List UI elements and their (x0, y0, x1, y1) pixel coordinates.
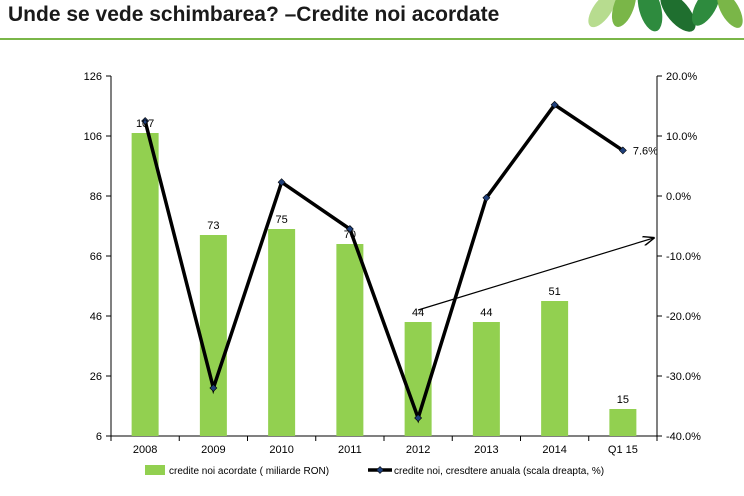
x-tick-label: 2008 (133, 444, 157, 456)
growth-point (482, 193, 491, 202)
y2-tick-label: 20.0% (666, 71, 697, 83)
bar-data-label: 75 (276, 214, 288, 226)
legend-line-label: credite noi, cresdtere anuala (scala dre… (394, 466, 604, 477)
title-underline (0, 38, 744, 40)
growth-point (414, 414, 423, 422)
legend-bar-swatch (145, 465, 165, 475)
y2-tick-label: -40.0% (666, 431, 701, 443)
growth-point (141, 117, 150, 125)
x-tick-label: 2010 (269, 444, 293, 456)
bar-data-label: 44 (480, 307, 492, 319)
bar (131, 133, 159, 436)
y2-tick-label: -20.0% (666, 311, 701, 323)
leaf-logo (588, 0, 743, 32)
growth-point (345, 225, 354, 233)
bar (268, 229, 296, 436)
y2-tick-label: -10.0% (666, 251, 701, 263)
trend-arrow (417, 238, 653, 311)
x-tick-label: Q1 15 (608, 444, 638, 456)
bar (199, 235, 227, 436)
x-tick-label: 2011 (338, 444, 362, 456)
bar-data-label: 15 (617, 394, 629, 406)
bar-data-label: 73 (207, 220, 219, 232)
slide-title: Unde se vede schimbarea? –Credite noi ac… (8, 3, 500, 26)
growth-point (209, 384, 218, 392)
bar (472, 322, 500, 436)
credits-chart: 126 106 86 66 46 26 6 20.0% 10.0% 0.0% -10.0% -20.0… (84, 71, 701, 477)
bar (541, 301, 569, 436)
growth-point (618, 146, 627, 155)
y-tick-label: 6 (96, 431, 102, 443)
y-tick-label: 86 (90, 191, 102, 203)
growth-point (277, 178, 286, 187)
x-tick-label: 2014 (542, 444, 566, 456)
x-tick-label: 2013 (474, 444, 498, 456)
y2-tick-label: -30.0% (666, 371, 701, 383)
y-tick-label: 66 (90, 251, 102, 263)
legend-line-marker (376, 466, 384, 474)
y2-tick-label: 0.0% (666, 191, 691, 203)
leaf-logo-icon (588, 0, 743, 32)
growth-end-label: 7.6% (633, 145, 658, 157)
x-tick-label: 2012 (406, 444, 430, 456)
growth-line (143, 102, 624, 424)
bar-data-label: 70 (344, 229, 356, 241)
legend-bar-label: credite noi acordate ( miliarde RON) (169, 466, 329, 477)
y2-tick-label: 10.0% (666, 131, 697, 143)
bar (609, 409, 637, 436)
y-tick-label: 126 (84, 71, 102, 83)
bar-data-label: 51 (549, 286, 561, 298)
bar (336, 244, 364, 436)
y-tick-label: 106 (84, 131, 102, 143)
growth-point (550, 100, 559, 109)
y-tick-label: 46 (90, 311, 102, 323)
bar-data-label: 44 (412, 307, 424, 319)
y-tick-label: 26 (90, 371, 102, 383)
x-tick-label: 2009 (201, 444, 225, 456)
bar-data-label: 107 (136, 118, 154, 130)
